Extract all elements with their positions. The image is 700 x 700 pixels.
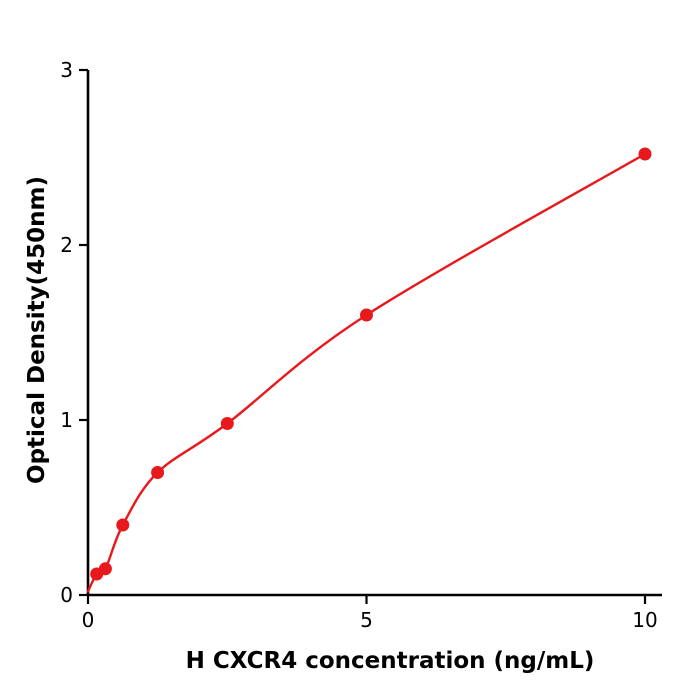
- y-tick-label: 1: [60, 408, 73, 432]
- points-layer: [90, 147, 652, 581]
- curve-layer: [86, 152, 647, 593]
- y-axis-label: Optical Density(450nm): [24, 176, 50, 484]
- data-point: [638, 147, 652, 161]
- y-tick-label: 3: [60, 58, 73, 82]
- x-axis-label: H CXCR4 concentration (ng/mL): [186, 648, 595, 674]
- data-point: [98, 562, 112, 576]
- data-point: [151, 466, 165, 479]
- y-tick-label: 2: [60, 233, 73, 257]
- y-tick-label: 0: [60, 583, 73, 607]
- data-point: [360, 308, 373, 322]
- x-tick-label: 10: [632, 608, 657, 632]
- axes-layer: 0 5 10 0 1 2 3: [60, 58, 662, 632]
- x-tick-label: 0: [82, 608, 95, 632]
- data-point: [116, 518, 130, 532]
- fit-curve: [86, 152, 647, 593]
- data-point: [220, 417, 234, 430]
- x-tick-label: 5: [360, 608, 373, 632]
